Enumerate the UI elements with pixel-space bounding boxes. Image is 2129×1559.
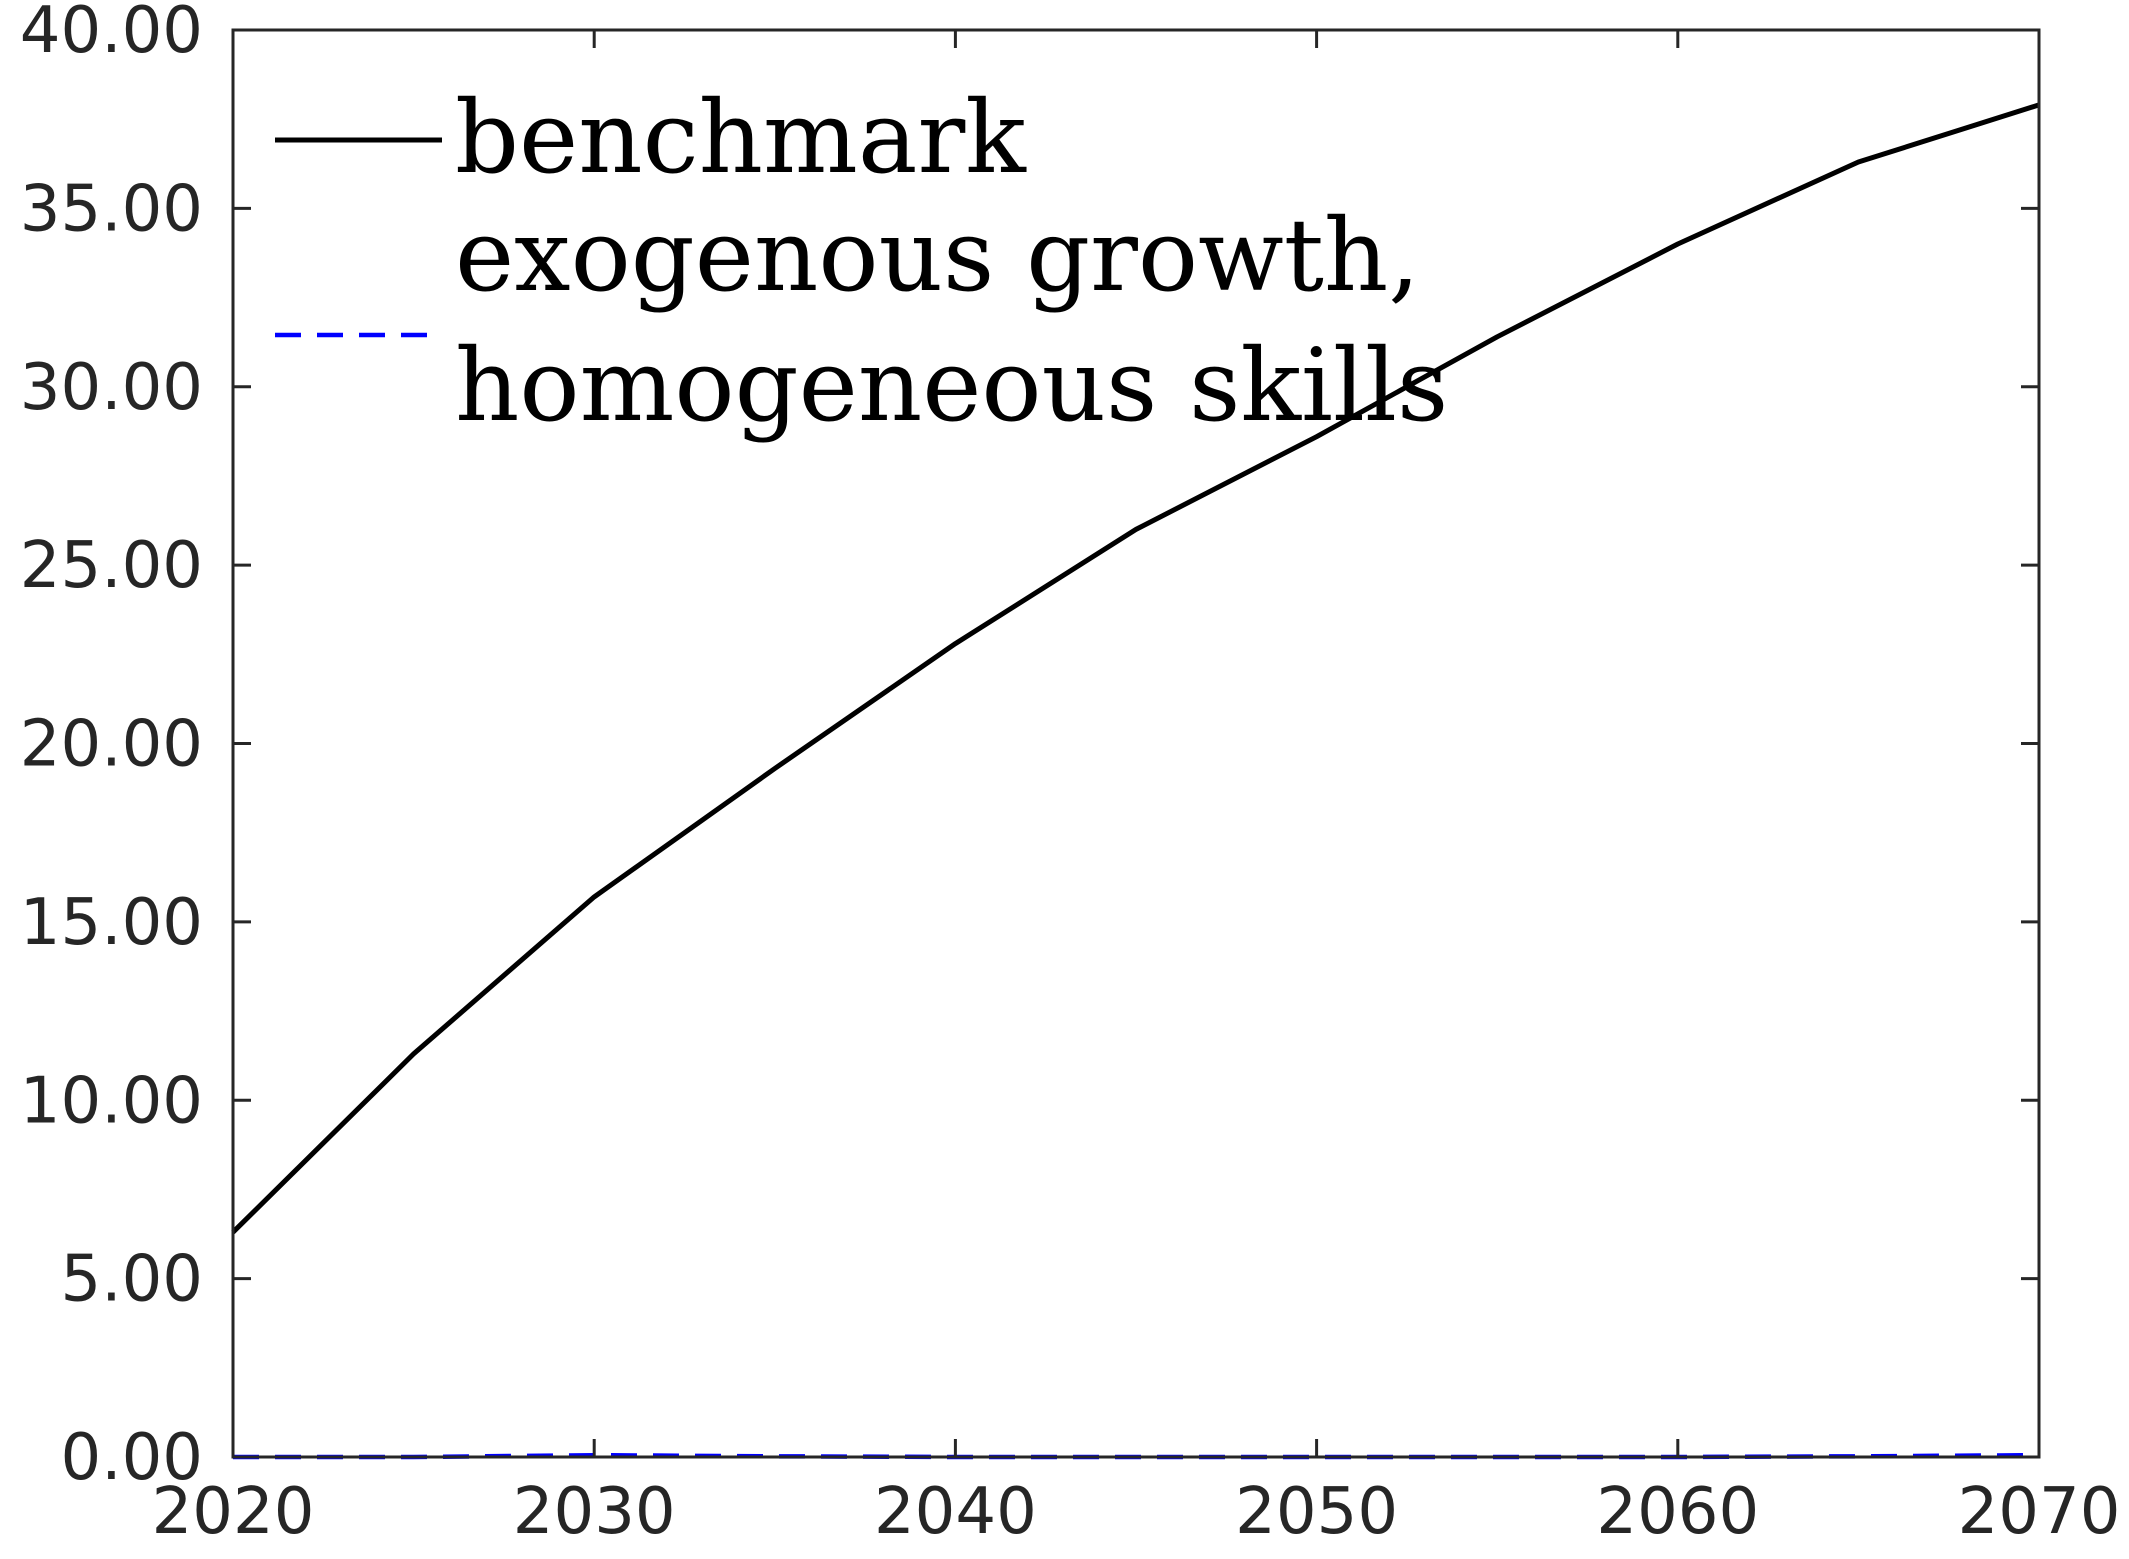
y-tick-label: 30.00 bbox=[20, 351, 203, 425]
legend-label-exogenous-growth-line2: homogeneous skills bbox=[455, 327, 1448, 444]
y-tick-label: 25.00 bbox=[20, 529, 203, 603]
legend-label-exogenous-growth-line1: exogenous growth, bbox=[455, 197, 1420, 314]
y-tick-label: 20.00 bbox=[20, 708, 203, 782]
legend-label-benchmark: benchmark bbox=[455, 79, 1027, 196]
series-line-benchmark bbox=[231, 102, 2040, 1234]
y-tick-label: 5.00 bbox=[61, 1243, 204, 1317]
x-tick-label: 2060 bbox=[1596, 1475, 1759, 1549]
y-tick-label: 15.00 bbox=[20, 886, 203, 960]
ticks-layer: 2020 2030 2040 2050 2060 2070 0.00 5.00 10.00 15.… bbox=[20, 0, 2121, 1549]
x-tick-label: 2020 bbox=[152, 1475, 315, 1549]
x-tick-label: 2050 bbox=[1235, 1475, 1398, 1549]
y-tick-label: 10.00 bbox=[20, 1064, 203, 1138]
x-tick-label: 2030 bbox=[513, 1475, 676, 1549]
legend: benchmark exogenous growth, homogeneous … bbox=[275, 79, 1448, 444]
y-tick-label: 35.00 bbox=[20, 172, 203, 246]
y-tick-label: 0.00 bbox=[61, 1421, 204, 1495]
y-tick-label: 40.00 bbox=[20, 0, 203, 68]
x-tick-label: 2040 bbox=[874, 1475, 1037, 1549]
x-tick-label: 2070 bbox=[1958, 1475, 2121, 1549]
